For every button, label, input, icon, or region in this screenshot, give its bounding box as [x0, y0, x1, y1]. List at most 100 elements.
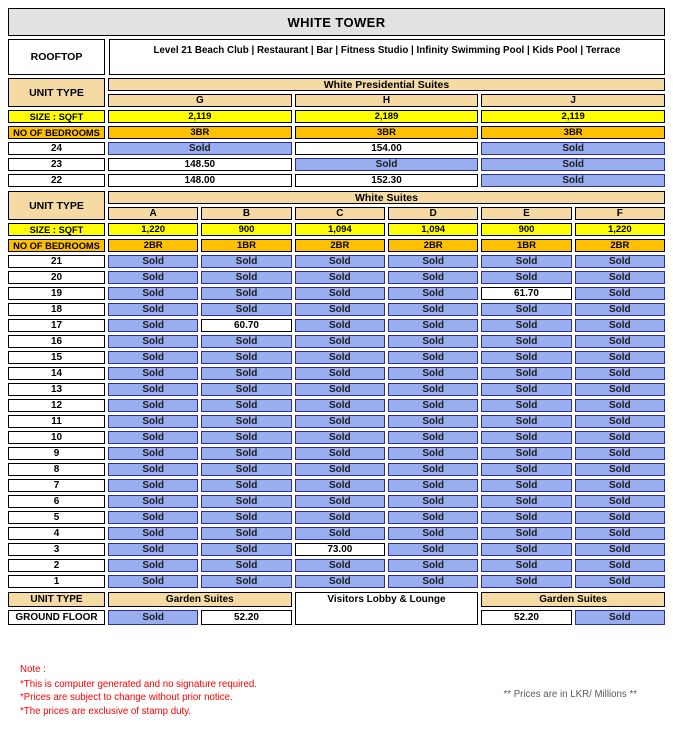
- unit-status-sold: Sold: [201, 431, 292, 444]
- visitors-lobby-cell: Visitors Lobby & Lounge: [294, 592, 479, 625]
- unit-status-sold: Sold: [481, 447, 572, 460]
- unit-status-sold: Sold: [108, 319, 199, 332]
- rooftop-amenities: Level 21 Beach Club | Restaurant | Bar |…: [109, 39, 665, 75]
- unit-column-header: B: [201, 207, 292, 220]
- unit-bedrooms: 3BR: [294, 126, 479, 139]
- unit-size: 900: [481, 223, 572, 236]
- floor-label: 17: [8, 319, 105, 332]
- unit-status-sold: Sold: [388, 271, 479, 284]
- unit-status-sold: Sold: [574, 367, 665, 380]
- unit-status-sold: Sold: [574, 463, 665, 476]
- unit-status-sold: Sold: [388, 527, 479, 540]
- floor-label: 8: [8, 463, 105, 476]
- unit-status-sold: Sold: [294, 335, 385, 348]
- unit-status-sold: Sold: [388, 559, 479, 572]
- unit-size: 900: [201, 223, 292, 236]
- unit-bedrooms: 1BR: [481, 239, 572, 252]
- unit-status-sold: Sold: [294, 463, 385, 476]
- unit-status-sold: Sold: [388, 415, 479, 428]
- unit-status-sold: Sold: [574, 399, 665, 412]
- notes-block: Note : *This is computer generated and n…: [8, 663, 665, 718]
- unit-status-sold: Sold: [294, 511, 385, 524]
- floor-label: 3: [8, 543, 105, 556]
- floor-label: 10: [8, 431, 105, 444]
- rooftop-row: ROOFTOP Level 21 Beach Club | Restaurant…: [8, 39, 665, 75]
- unit-status-sold: Sold: [108, 511, 199, 524]
- unit-status-sold: Sold: [294, 287, 385, 300]
- unit-size: 2,119: [108, 110, 292, 123]
- unit-status-sold: Sold: [294, 495, 385, 508]
- floor-label: 4: [8, 527, 105, 540]
- unit-status-sold: Sold: [108, 479, 199, 492]
- unit-status-sold: Sold: [108, 527, 199, 540]
- unit-status-sold: Sold: [294, 303, 385, 316]
- floor-label: 7: [8, 479, 105, 492]
- unit-column-header: E: [481, 207, 572, 220]
- prices-currency-note: ** Prices are in LKR/ Millions **: [503, 689, 637, 700]
- note-line: *This is computer generated and no signa…: [20, 678, 257, 690]
- unit-status-sold: Sold: [388, 479, 479, 492]
- unit-status-sold: Sold: [481, 479, 572, 492]
- unit-status-sold: Sold: [294, 527, 385, 540]
- floor-label: 23: [8, 158, 105, 171]
- ground-floor-section: UNIT TYPE Garden Suites Visitors Lobby &…: [8, 592, 665, 625]
- unit-size: 1,220: [574, 223, 665, 236]
- floor-label: 18: [8, 303, 105, 316]
- ground-floor-label: GROUND FLOOR: [8, 610, 105, 625]
- size-sqft-label: SIZE : SQFT: [8, 223, 105, 236]
- unit-status-sold: Sold: [388, 303, 479, 316]
- unit-status-sold: Sold: [574, 415, 665, 428]
- unit-status-sold: Sold: [108, 303, 199, 316]
- unit-status-sold: Sold: [574, 527, 665, 540]
- unit-status-sold: Sold: [108, 255, 199, 268]
- bedrooms-label: NO OF BEDROOMS: [8, 126, 105, 139]
- unit-status-sold: Sold: [201, 271, 292, 284]
- unit-status-sold: Sold: [481, 319, 572, 332]
- unit-status-sold: Sold: [388, 463, 479, 476]
- unit-status-sold: Sold: [108, 287, 199, 300]
- unit-status-sold: Sold: [388, 431, 479, 444]
- unit-status-sold: Sold: [574, 511, 665, 524]
- unit-status-sold: Sold: [201, 543, 292, 556]
- unit-status-sold: Sold: [574, 543, 665, 556]
- unit-status-sold: Sold: [201, 351, 292, 364]
- unit-status-sold: Sold: [201, 511, 292, 524]
- garden-suites-right-header: Garden Suites: [481, 592, 665, 607]
- floor-label: 19: [8, 287, 105, 300]
- unit-status-sold: Sold: [388, 319, 479, 332]
- unit-status-sold: Sold: [481, 527, 572, 540]
- unit-status-sold: Sold: [108, 383, 199, 396]
- unit-status-sold: Sold: [388, 367, 479, 380]
- unit-bedrooms: 3BR: [481, 126, 665, 139]
- unit-status-sold: Sold: [201, 255, 292, 268]
- unit-status-sold: Sold: [574, 383, 665, 396]
- white-presidential-suites-section: UNIT TYPE White Presidential Suites G H J SIZ…: [8, 78, 665, 187]
- unit-status-sold: Sold: [388, 383, 479, 396]
- unit-status-sold: Sold: [388, 287, 479, 300]
- page-title: WHITE TOWER: [8, 8, 665, 36]
- unit-type-label: UNIT TYPE: [8, 592, 105, 607]
- unit-status-sold: Sold: [574, 335, 665, 348]
- unit-status-sold: Sold: [201, 495, 292, 508]
- floor-label: 14: [8, 367, 105, 380]
- size-sqft-label: SIZE : SQFT: [8, 110, 105, 123]
- unit-status-sold: Sold: [108, 559, 199, 572]
- unit-status-sold: Sold: [201, 399, 292, 412]
- unit-column-header: C: [294, 207, 385, 220]
- unit-size: 1,220: [108, 223, 199, 236]
- unit-status-sold: Sold: [108, 610, 199, 625]
- unit-bedrooms: 2BR: [388, 239, 479, 252]
- unit-status-sold: Sold: [574, 610, 665, 625]
- unit-status-sold: Sold: [388, 543, 479, 556]
- unit-size: 2,189: [294, 110, 479, 123]
- unit-status-sold: Sold: [481, 543, 572, 556]
- unit-status-sold: Sold: [388, 255, 479, 268]
- rooftop-label: ROOFTOP: [8, 39, 105, 75]
- floor-label: 2: [8, 559, 105, 572]
- floor-label: 20: [8, 271, 105, 284]
- floor-label: 11: [8, 415, 105, 428]
- unit-status-sold: Sold: [108, 142, 292, 155]
- floor-label: 6: [8, 495, 105, 508]
- unit-status-sold: Sold: [201, 415, 292, 428]
